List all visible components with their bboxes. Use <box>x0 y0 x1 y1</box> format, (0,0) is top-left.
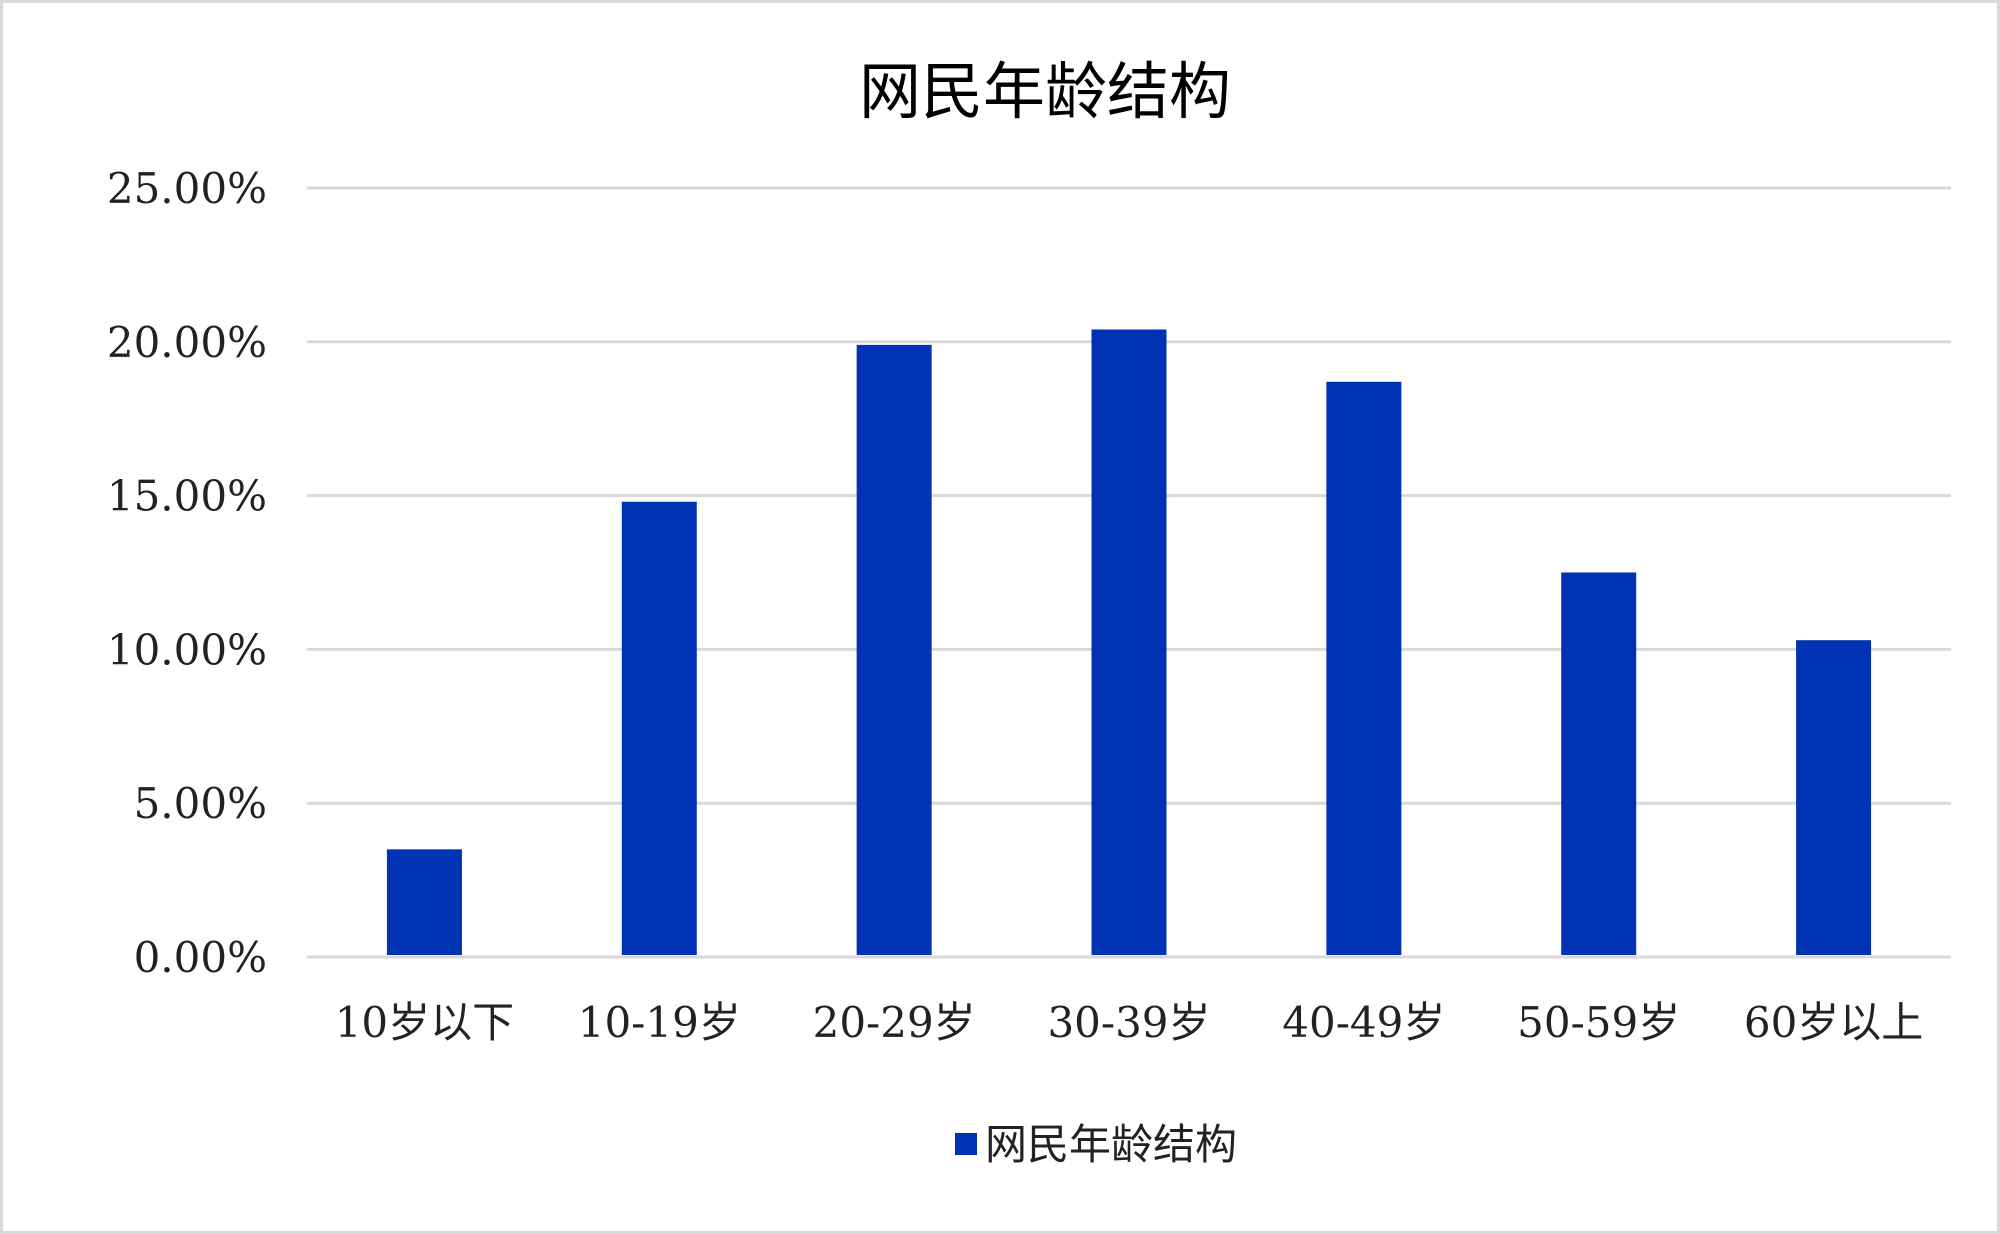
x-category-label: 10岁以下 <box>335 998 514 1047</box>
y-tick-label: 15.00% <box>107 472 267 521</box>
bars <box>386 329 1872 956</box>
y-tick-label: 25.00% <box>107 164 267 213</box>
y-axis-ticks: 0.00% 5.00% 10.00% 15.00% 20.00% 25.00% <box>107 164 267 982</box>
x-category-label: 40-49岁 <box>1282 998 1445 1047</box>
y-tick-label: 0.00% <box>134 933 267 982</box>
bar-chart: 网民年龄结构 0.00% 5.00% 10.00% 15.00% 20.00% 25.00… <box>107 55 1951 1169</box>
legend-label: 网民年龄结构 <box>985 1120 1237 1169</box>
y-tick-label: 5.00% <box>134 779 267 828</box>
y-tick-label: 10.00% <box>107 625 267 674</box>
x-category-label: 10-19岁 <box>578 998 741 1047</box>
x-category-label: 50-59岁 <box>1517 998 1680 1047</box>
chart-title: 网民年龄结构 <box>859 55 1231 128</box>
bar-6 <box>1796 640 1872 955</box>
bar-5 <box>1561 572 1637 955</box>
x-axis-categories: 10岁以下 10-19岁 20-29岁 30-39岁 40-49岁 50-59岁 60岁以上 <box>335 998 1924 1047</box>
bar-4 <box>1326 381 1402 956</box>
legend-swatch <box>955 1133 977 1155</box>
x-category-label: 60岁以上 <box>1744 998 1923 1047</box>
x-category-label: 20-29岁 <box>813 998 976 1047</box>
bar-1 <box>621 501 697 955</box>
bar-2 <box>856 344 932 956</box>
legend: 网民年龄结构 <box>955 1120 1237 1169</box>
bar-3 <box>1091 329 1167 956</box>
x-category-label: 30-39岁 <box>1047 998 1210 1047</box>
y-tick-label: 20.00% <box>107 318 267 367</box>
bar-0 <box>386 849 462 955</box>
